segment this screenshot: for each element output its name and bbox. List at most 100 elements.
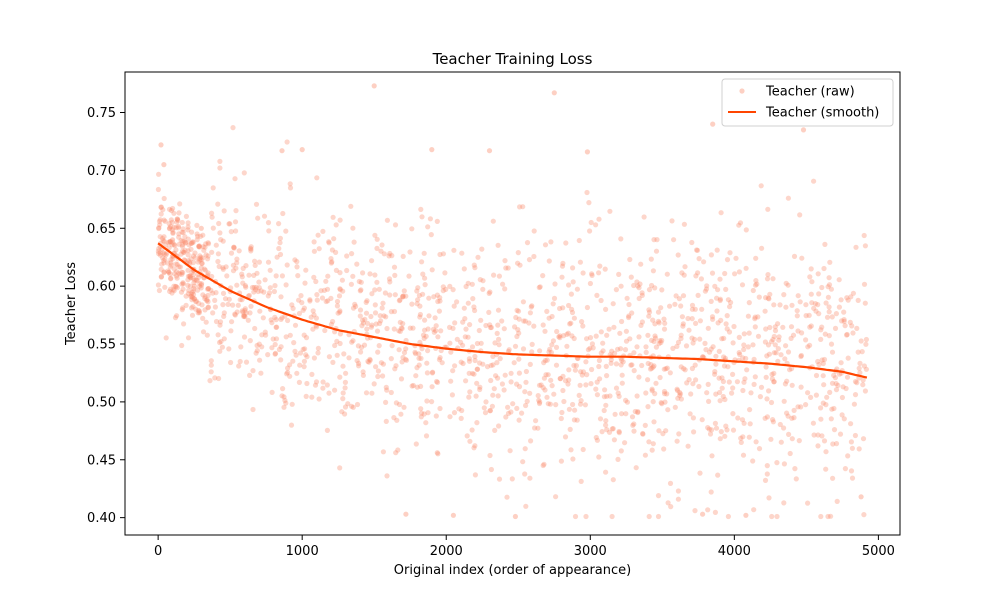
raw-point [265,293,271,299]
raw-point [639,292,645,298]
raw-point [806,312,812,318]
raw-point [689,316,695,322]
raw-point [656,320,662,326]
raw-point [362,316,368,322]
raw-point [392,366,398,372]
raw-point [307,298,313,304]
raw-point [855,297,861,303]
raw-point [310,326,316,332]
raw-point [454,336,460,342]
raw-point [235,302,241,308]
raw-point [344,267,350,274]
raw-point [722,270,728,277]
raw-point [376,286,382,292]
raw-point [722,396,728,403]
raw-point [708,252,715,258]
raw-point [537,399,543,405]
raw-point [771,302,777,308]
raw-point [635,409,641,416]
raw-point [808,291,814,297]
raw-point [741,342,747,348]
raw-point [771,350,777,356]
raw-point [528,438,534,444]
raw-point [827,259,833,265]
raw-point [329,259,335,265]
raw-point [469,427,475,433]
raw-point [282,397,288,403]
raw-point [739,282,746,288]
raw-point [553,494,559,500]
raw-point [332,342,338,349]
raw-point [466,394,472,400]
raw-point [775,346,781,352]
raw-point [387,250,393,257]
raw-point [272,350,279,356]
raw-point [217,319,224,325]
raw-point [199,261,205,267]
raw-point [652,321,658,327]
raw-point [257,308,263,314]
raw-point [241,313,247,320]
raw-point [394,417,400,423]
raw-point [838,297,844,303]
raw-point [706,426,712,432]
raw-point [516,370,523,376]
raw-point [786,431,792,437]
raw-point [709,453,715,459]
raw-point [196,243,202,250]
raw-point [196,308,202,314]
raw-point [480,361,486,367]
raw-point [831,427,838,433]
raw-point [612,350,618,356]
raw-point [641,214,647,220]
raw-point [628,362,634,368]
raw-point [649,386,655,392]
raw-point [185,291,192,297]
raw-point [697,470,703,476]
raw-point [283,282,289,288]
raw-point [279,315,285,321]
raw-point [578,398,584,404]
raw-point [596,363,602,370]
raw-point [359,323,365,329]
raw-point [429,399,435,405]
raw-point [334,338,340,344]
raw-point [663,366,669,372]
raw-point [202,267,208,273]
raw-point [334,352,340,358]
raw-point [495,242,501,248]
raw-point [477,384,483,390]
raw-point [373,321,379,327]
raw-point [361,342,368,348]
raw-point [844,295,850,301]
raw-point [490,218,496,224]
raw-point [221,336,227,342]
raw-point [240,309,246,315]
raw-point [678,332,684,338]
raw-point [171,224,177,230]
raw-point [615,456,621,462]
raw-point [737,220,744,226]
raw-point [855,349,861,355]
raw-point [196,300,202,306]
raw-point [717,436,723,442]
raw-point [569,309,576,316]
raw-point [268,317,274,323]
raw-point [459,250,465,256]
raw-point [693,273,699,279]
raw-point [487,322,493,328]
raw-point [423,433,430,439]
raw-point [813,308,819,314]
raw-point [499,381,505,387]
raw-point [816,361,822,368]
raw-point [237,297,243,303]
raw-point [715,287,721,293]
raw-point [232,219,239,225]
raw-point [519,410,525,416]
raw-point [577,401,584,407]
raw-point [818,336,824,342]
raw-point [560,305,566,311]
raw-point [478,340,484,346]
raw-point [618,448,624,454]
raw-point [523,379,529,385]
